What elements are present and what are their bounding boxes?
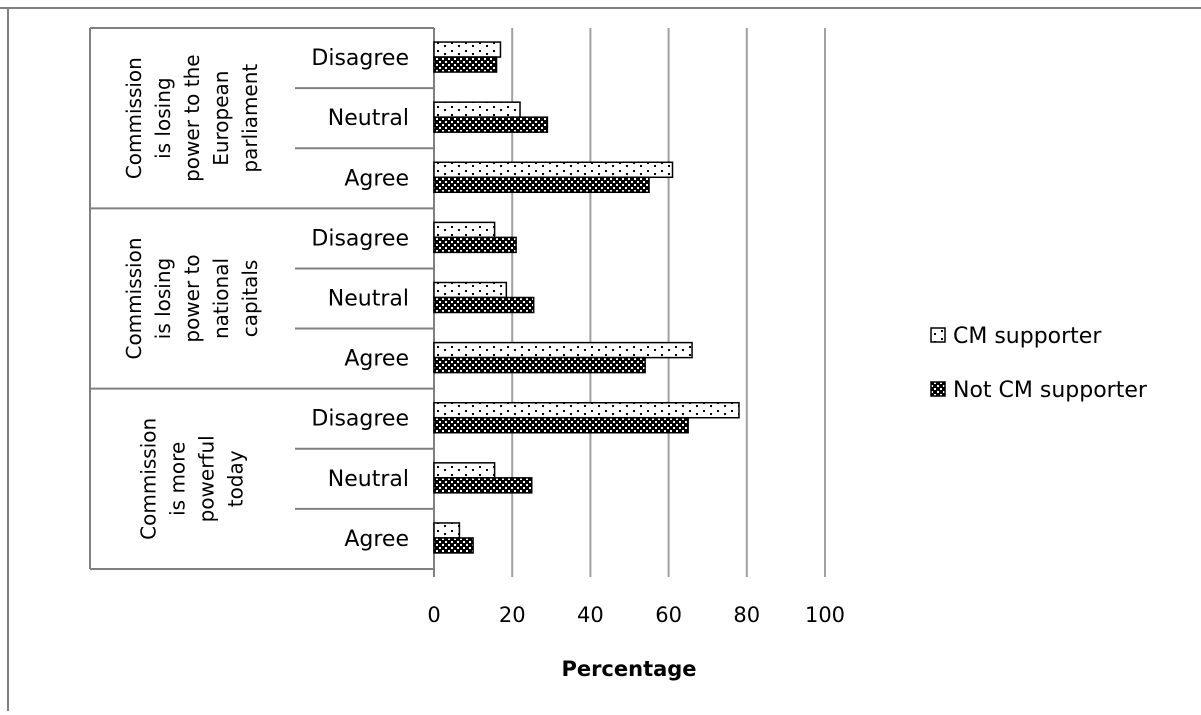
bar-not-cm-supporter (433, 116, 549, 133)
bar-cm-supporter (433, 281, 508, 299)
bar-cm-supporter (433, 41, 502, 58)
x-tick-label: 20 (499, 603, 526, 627)
bar-not-cm-supporter (433, 236, 517, 254)
group-label-line: is losing (151, 77, 175, 158)
group-label-line: power to the (180, 54, 204, 181)
legend-label: CM supporter (953, 324, 1102, 349)
category-label: Disagree (311, 46, 409, 71)
category-label: Neutral (328, 106, 409, 131)
category-label: Neutral (328, 287, 409, 312)
category-label: Agree (344, 347, 409, 372)
bar-not-cm-supporter (433, 56, 498, 73)
x-axis-title: Percentage (561, 657, 696, 681)
group-label-line: capitals (238, 260, 262, 338)
bar-cm-supporter (433, 101, 521, 118)
bar-cm-supporter (433, 401, 740, 419)
category-label: Neutral (328, 467, 409, 492)
x-tick-label: 40 (577, 603, 604, 627)
x-tick-label: 80 (733, 603, 760, 627)
group-label-line: national (209, 258, 233, 339)
group-label-line: is more (166, 442, 190, 516)
bar-cm-supporter (433, 161, 674, 179)
group-label-line: Commission (137, 418, 161, 540)
bar-not-cm-supporter (433, 477, 533, 494)
x-tick-label: 100 (805, 603, 845, 627)
bar-not-cm-supporter (433, 176, 650, 194)
category-table: Commission is losing power to the European p… (89, 27, 434, 570)
legend: CM supporter Not CM supporter (930, 324, 1148, 403)
bar-not-cm-supporter (433, 296, 535, 314)
category-label: Disagree (311, 407, 409, 432)
group-label: Commission is losing power to the European p… (122, 54, 262, 181)
legend-swatch (930, 327, 946, 343)
category-label: Agree (344, 166, 409, 191)
bar-layer (433, 41, 740, 554)
x-tick-labels: 0 20 40 60 80 100 (427, 603, 845, 627)
bar-cm-supporter (433, 462, 496, 479)
legend-label: Not CM supporter (953, 378, 1148, 403)
bar-cm-supporter (433, 221, 496, 239)
x-tick-label: 0 (427, 603, 440, 627)
group-label-line: European (209, 71, 233, 166)
group-label-line: is losing (151, 258, 175, 339)
bar-not-cm-supporter (433, 416, 689, 434)
legend-swatch (930, 381, 946, 397)
group-label-line: powerful (195, 435, 219, 522)
group-label-line: Commission (122, 237, 146, 359)
group-label-line: today (224, 450, 248, 507)
bar-not-cm-supporter (433, 537, 474, 554)
bar-cm-supporter (433, 522, 461, 539)
group-label: Commission is losing power to national capit… (122, 237, 262, 359)
group-label-line: Commission (122, 57, 146, 179)
category-label: Agree (344, 527, 409, 552)
x-tick-label: 60 (655, 603, 682, 627)
category-label: Disagree (311, 226, 409, 251)
group-label-line: parliament (238, 64, 262, 173)
bar-not-cm-supporter (433, 356, 646, 374)
group-label-line: power to (180, 254, 204, 342)
bar-cm-supporter (433, 341, 693, 359)
group-label: Commission is more powerful today (137, 418, 248, 540)
